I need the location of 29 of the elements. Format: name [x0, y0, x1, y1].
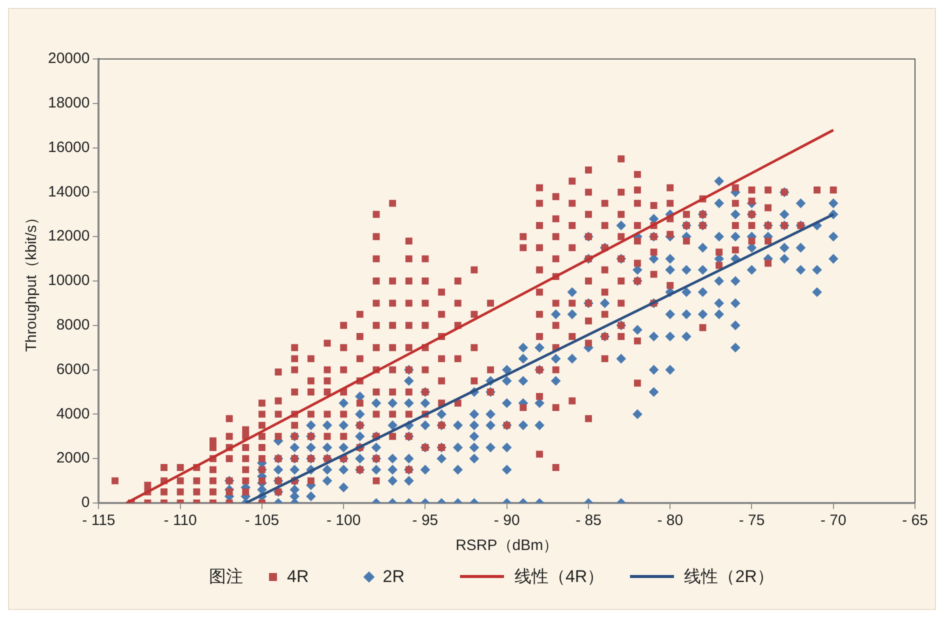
- legend-label: 4R: [287, 566, 309, 586]
- x-tick-label: - 95: [412, 512, 438, 530]
- x-tick-label: - 110: [164, 512, 197, 530]
- x-tick-label: - 75: [738, 512, 765, 530]
- y-tick-label: 8000: [56, 316, 90, 334]
- y-tick-label: 20000: [48, 50, 90, 68]
- legend-label: 线性（2R）: [684, 566, 774, 588]
- x-tick-label: - 85: [576, 512, 602, 530]
- y-tick-label: 18000: [48, 94, 90, 112]
- y-tick-label: 16000: [48, 138, 90, 156]
- y-axis-title: Throughput（kbit/s）: [23, 210, 40, 352]
- y-tick-label: 0: [81, 494, 90, 512]
- x-tick-label: - 70: [820, 512, 846, 530]
- x-tick-label: - 90: [494, 512, 520, 530]
- x-axis-title: RSRP（dBm）: [456, 537, 558, 554]
- legend-label: 线性（4R）: [514, 566, 604, 588]
- x-tick-label: - 115: [82, 512, 116, 530]
- x-tick-label: - 65: [902, 512, 928, 530]
- y-tick-label: 14000: [48, 183, 90, 200]
- y-tick-label: 4000: [56, 405, 90, 422]
- legend-title: 图注: [209, 566, 243, 588]
- legend-label: 2R: [382, 566, 404, 586]
- y-tick-label: 10000: [48, 272, 90, 290]
- x-tick-label: - 80: [657, 512, 684, 530]
- x-tick-label: - 105: [244, 512, 280, 530]
- y-tick-label: 2000: [56, 450, 90, 467]
- y-tick-label: 6000: [56, 360, 90, 378]
- y-tick-label: 12000: [48, 228, 90, 245]
- x-tick-label: - 100: [326, 512, 361, 530]
